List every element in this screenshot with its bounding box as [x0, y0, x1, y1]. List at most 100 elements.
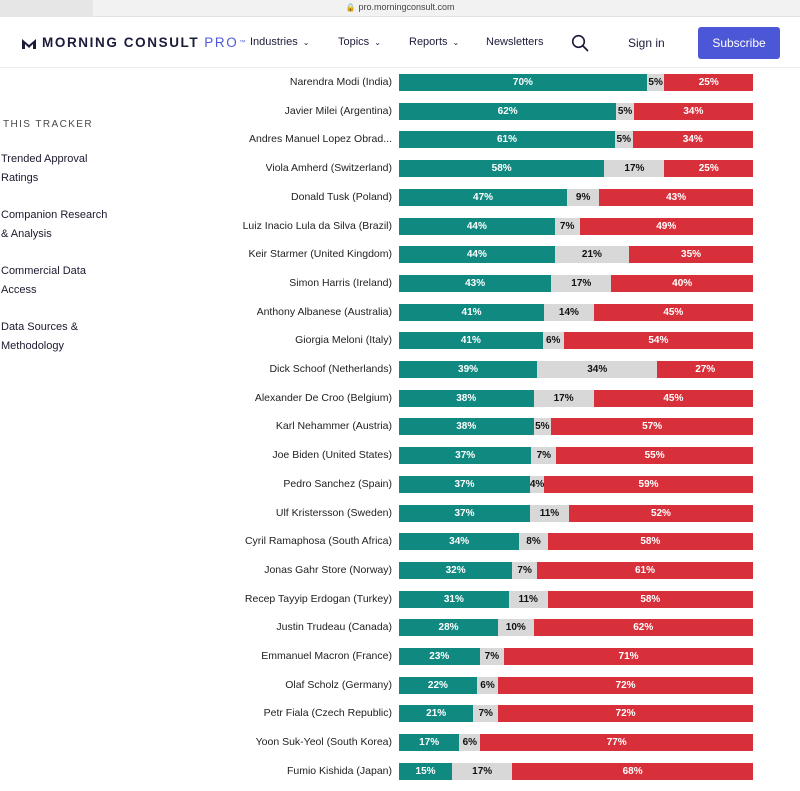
- chart-row[interactable]: Dick Schoof (Netherlands) 39% 34% 27%: [0, 355, 800, 384]
- stacked-bar[interactable]: 38% 5% 57%: [399, 418, 753, 436]
- sidebar-item-commercial-data[interactable]: Commercial Data Access: [1, 262, 131, 299]
- stacked-bar[interactable]: 58% 17% 25%: [399, 160, 753, 178]
- stacked-bar[interactable]: 37% 11% 52%: [399, 504, 753, 522]
- neutral-segment[interactable]: 6%: [542, 332, 564, 350]
- approve-segment[interactable]: 44%: [399, 217, 555, 235]
- chart-row[interactable]: Luiz Inacio Lula da Silva (Brazil) 44% 7% 4…: [0, 212, 800, 241]
- stacked-bar[interactable]: 32% 7% 61%: [399, 561, 753, 579]
- approve-segment[interactable]: 32%: [399, 561, 513, 579]
- disapprove-segment[interactable]: 43%: [599, 188, 753, 206]
- disapprove-segment[interactable]: 40%: [611, 274, 753, 292]
- disapprove-segment[interactable]: 52%: [568, 504, 753, 522]
- stacked-bar[interactable]: 44% 7% 49%: [399, 217, 753, 235]
- neutral-segment[interactable]: 17%: [551, 274, 612, 292]
- approve-segment[interactable]: 23%: [399, 648, 480, 665]
- chart-row[interactable]: Donald Tusk (Poland) 47% 9% 43%: [0, 183, 800, 212]
- disapprove-segment[interactable]: 72%: [498, 676, 753, 694]
- approve-segment[interactable]: 47%: [399, 188, 568, 206]
- chart-row[interactable]: Cyril Ramaphosa (South Africa) 34% 8% 58%: [0, 527, 800, 556]
- approve-segment[interactable]: 15%: [399, 762, 453, 780]
- approve-segment[interactable]: 28%: [399, 619, 499, 637]
- neutral-segment[interactable]: 5%: [614, 131, 633, 149]
- chart-row[interactable]: Keir Starmer (United Kingdom) 44% 21% 35%: [0, 240, 800, 269]
- neutral-segment[interactable]: 17%: [533, 389, 594, 407]
- disapprove-segment[interactable]: 27%: [657, 361, 753, 378]
- approve-segment[interactable]: 37%: [399, 447, 532, 465]
- nav-reports[interactable]: Reports ⌄: [409, 36, 459, 48]
- chart-row[interactable]: Karl Nehammer (Austria) 38% 5% 57%: [0, 412, 800, 441]
- chart-row[interactable]: Petr Fiala (Czech Republic) 21% 7% 72%: [0, 699, 800, 728]
- stacked-bar[interactable]: 41% 14% 45%: [399, 303, 753, 321]
- disapprove-segment[interactable]: 35%: [629, 246, 753, 264]
- disapprove-segment[interactable]: 45%: [593, 303, 753, 321]
- nav-newsletters[interactable]: Newsletters: [486, 36, 543, 48]
- approve-segment[interactable]: 34%: [399, 533, 520, 551]
- sign-in-link[interactable]: Sign in: [628, 36, 665, 50]
- disapprove-segment[interactable]: 59%: [544, 475, 753, 493]
- chart-row[interactable]: Justin Trudeau (Canada) 28% 10% 62%: [0, 613, 800, 642]
- neutral-segment[interactable]: 21%: [554, 246, 630, 264]
- approve-segment[interactable]: 70%: [399, 74, 647, 91]
- stacked-bar[interactable]: 43% 17% 40%: [399, 274, 753, 292]
- neutral-segment[interactable]: 5%: [646, 74, 665, 91]
- sidebar-item-data-sources[interactable]: Data Sources & Methodology: [1, 318, 131, 355]
- stacked-bar[interactable]: 15% 17% 68%: [399, 762, 753, 780]
- approve-segment[interactable]: 38%: [399, 389, 534, 407]
- disapprove-segment[interactable]: 68%: [512, 762, 753, 780]
- disapprove-segment[interactable]: 61%: [537, 561, 753, 579]
- chart-row[interactable]: Emmanuel Macron (France) 23% 7% 71%: [0, 642, 800, 671]
- stacked-bar[interactable]: 31% 11% 58%: [399, 590, 753, 608]
- stacked-bar[interactable]: 37% 7% 55%: [399, 447, 753, 465]
- disapprove-segment[interactable]: 57%: [551, 418, 753, 436]
- neutral-segment[interactable]: 4%: [529, 475, 545, 493]
- approve-segment[interactable]: 41%: [399, 332, 543, 350]
- nav-industries[interactable]: Industries ⌄: [250, 36, 309, 48]
- neutral-segment[interactable]: 5%: [533, 418, 552, 436]
- stacked-bar[interactable]: 38% 17% 45%: [399, 389, 753, 407]
- stacked-bar[interactable]: 70% 5% 25%: [399, 74, 753, 91]
- stacked-bar[interactable]: 17% 6% 77%: [399, 734, 753, 752]
- neutral-segment[interactable]: 7%: [554, 217, 580, 235]
- stacked-bar[interactable]: 21% 7% 72%: [399, 705, 753, 723]
- neutral-segment[interactable]: 17%: [604, 160, 665, 178]
- approve-segment[interactable]: 38%: [399, 418, 534, 436]
- neutral-segment[interactable]: 10%: [498, 619, 534, 637]
- url-text[interactable]: 🔒 pro.morningconsult.com: [0, 2, 800, 12]
- chart-row[interactable]: Fumio Kishida (Japan) 15% 17% 68%: [0, 757, 800, 786]
- chart-row[interactable]: Olaf Scholz (Germany) 22% 6% 72%: [0, 671, 800, 700]
- stacked-bar[interactable]: 34% 8% 58%: [399, 533, 753, 551]
- approve-segment[interactable]: 58%: [399, 160, 605, 178]
- stacked-bar[interactable]: 61% 5% 34%: [399, 131, 753, 149]
- stacked-bar[interactable]: 62% 5% 34%: [399, 102, 753, 120]
- neutral-segment[interactable]: 11%: [508, 590, 548, 608]
- disapprove-segment[interactable]: 55%: [556, 447, 753, 465]
- neutral-segment[interactable]: 34%: [537, 361, 658, 378]
- chart-row[interactable]: Alexander De Croo (Belgium) 38% 17% 45%: [0, 384, 800, 413]
- disapprove-segment[interactable]: 25%: [664, 74, 753, 91]
- chart-row[interactable]: Joe Biden (United States) 37% 7% 55%: [0, 441, 800, 470]
- neutral-segment[interactable]: 9%: [567, 188, 600, 206]
- stacked-bar[interactable]: 22% 6% 72%: [399, 676, 753, 694]
- chart-row[interactable]: Yoon Suk-Yeol (South Korea) 17% 6% 77%: [0, 728, 800, 757]
- chart-row[interactable]: Pedro Sanchez (Spain) 37% 4% 59%: [0, 470, 800, 499]
- subscribe-button[interactable]: Subscribe: [698, 27, 780, 59]
- stacked-bar[interactable]: 41% 6% 54%: [399, 332, 753, 350]
- approve-segment[interactable]: 37%: [399, 475, 530, 493]
- approve-segment[interactable]: 37%: [399, 504, 530, 522]
- browser-address-bar[interactable]: 🔒 pro.morningconsult.com: [0, 0, 800, 17]
- neutral-segment[interactable]: 6%: [459, 734, 481, 752]
- approve-segment[interactable]: 17%: [399, 734, 460, 752]
- stacked-bar[interactable]: 28% 10% 62%: [399, 619, 753, 637]
- search-icon[interactable]: [571, 34, 589, 52]
- stacked-bar[interactable]: 44% 21% 35%: [399, 246, 753, 264]
- disapprove-segment[interactable]: 34%: [633, 102, 753, 120]
- neutral-segment[interactable]: 7%: [479, 648, 505, 665]
- disapprove-segment[interactable]: 34%: [632, 131, 753, 149]
- chart-row[interactable]: Javier Milei (Argentina) 62% 5% 34%: [0, 97, 800, 126]
- disapprove-segment[interactable]: 72%: [498, 705, 753, 723]
- chart-row[interactable]: Viola Amherd (Switzerland) 58% 17% 25%: [0, 154, 800, 183]
- sidebar-item-trended-approval[interactable]: Trended Approval Ratings: [1, 150, 131, 187]
- stacked-bar[interactable]: 23% 7% 71%: [399, 648, 753, 665]
- chart-row[interactable]: Giorgia Meloni (Italy) 41% 6% 54%: [0, 326, 800, 355]
- chart-row[interactable]: Recep Tayyip Erdogan (Turkey) 31% 11% 58%: [0, 585, 800, 614]
